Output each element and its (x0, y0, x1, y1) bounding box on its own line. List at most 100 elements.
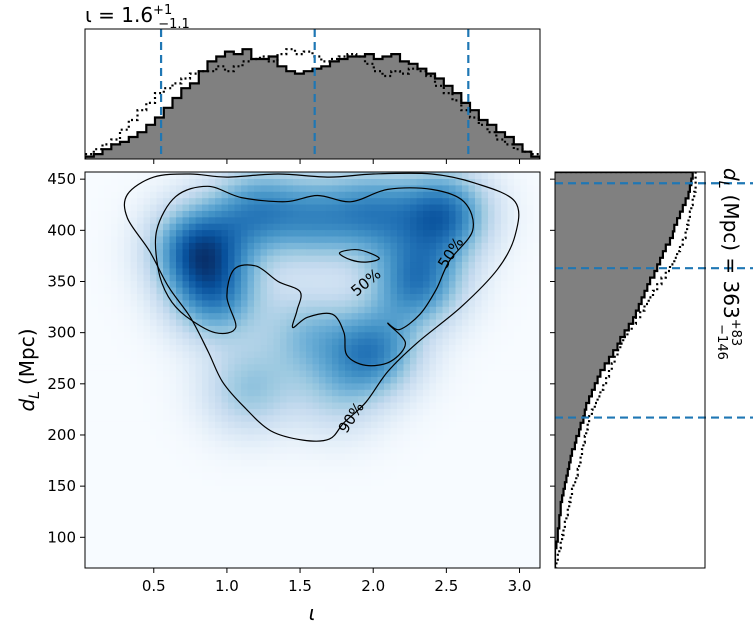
heatmap-cell (481, 312, 489, 320)
heatmap-cell (273, 440, 281, 448)
heatmap-cell (423, 427, 431, 435)
heatmap-cell (104, 344, 112, 352)
heatmap-cell (299, 548, 307, 556)
heatmap-cell (169, 344, 177, 352)
heatmap-cell (234, 184, 242, 192)
heatmap-cell (377, 555, 385, 563)
heatmap-cell (260, 542, 268, 550)
heatmap-cell (364, 267, 372, 275)
heatmap-cell (345, 478, 353, 486)
heatmap-cell (111, 286, 119, 294)
heatmap-cell (130, 338, 138, 346)
heatmap-cell (520, 210, 528, 218)
heatmap-cell (150, 172, 158, 179)
heatmap-cell (137, 350, 145, 358)
heatmap-cell (111, 261, 119, 269)
heatmap-cell (533, 293, 540, 301)
top-title-sub: −1.1 (158, 17, 190, 32)
heatmap-cell (247, 357, 255, 365)
contour-90-line (123, 172, 520, 442)
heatmap-cell (358, 242, 366, 250)
heatmap-cell (436, 472, 444, 480)
heatmap-cell (208, 472, 216, 480)
heatmap-cell (436, 223, 444, 231)
heatmap-cell (488, 338, 496, 346)
heatmap-cell (182, 548, 190, 556)
heatmap-cell (403, 555, 411, 563)
heatmap-cell (143, 350, 151, 358)
heatmap-cell (98, 389, 106, 397)
heatmap-cell (241, 395, 249, 403)
heatmap-cell (475, 536, 483, 544)
heatmap-cell (410, 331, 418, 339)
heatmap-cell (488, 248, 496, 256)
heatmap-cell (182, 331, 190, 339)
heatmap-cell (371, 197, 379, 205)
heatmap-cell (312, 325, 320, 333)
heatmap-cell (442, 440, 450, 448)
heatmap-cell (338, 178, 346, 186)
heatmap-cell (189, 286, 197, 294)
heatmap-cell (254, 548, 262, 556)
heatmap-cell (520, 344, 528, 352)
heatmap-cell (436, 306, 444, 314)
heatmap-cell (202, 421, 210, 429)
heatmap-cell (143, 459, 151, 467)
heatmap-cell (182, 267, 190, 275)
heatmap-cell (273, 516, 281, 524)
heatmap-cell (182, 248, 190, 256)
heatmap-cell (124, 561, 132, 568)
heatmap-cell (364, 338, 372, 346)
heatmap-cell (351, 370, 359, 377)
heatmap-cell (176, 453, 184, 461)
heatmap-cell (501, 306, 509, 314)
heatmap-cell (345, 561, 353, 568)
heatmap-cell (260, 350, 268, 358)
heatmap-cell (273, 331, 281, 339)
heatmap-cell (312, 191, 320, 199)
heatmap-cell (143, 299, 151, 307)
heatmap-cell (384, 203, 392, 211)
heatmap-cell (325, 261, 333, 269)
heatmap-cell (234, 216, 242, 224)
heatmap-cell (117, 484, 125, 492)
heatmap-cell (442, 210, 450, 218)
heatmap-cell (273, 267, 281, 275)
heatmap-cell (156, 523, 164, 531)
heatmap-cell (507, 248, 515, 256)
heatmap-cell (494, 350, 502, 358)
heatmap-cell (98, 529, 106, 537)
heatmap-cell (397, 242, 405, 250)
heatmap-cell (338, 440, 346, 448)
heatmap-cell (312, 357, 320, 365)
heatmap-cell (390, 280, 398, 288)
heatmap-cell (319, 274, 327, 282)
heatmap-cell (371, 376, 379, 384)
heatmap-cell (468, 561, 476, 568)
heatmap-cell (169, 472, 177, 480)
heatmap-cell (228, 248, 236, 256)
top-marginal-panel: ι = 1.6+1 −1.1 (84, 3, 541, 164)
heatmap-cell (189, 491, 197, 499)
heatmap-cell (98, 427, 106, 435)
heatmap-cell (520, 382, 528, 390)
heatmap-cell (104, 267, 112, 275)
heatmap-cell (91, 536, 99, 544)
heatmap-cell (527, 255, 535, 263)
heatmap-cell (507, 516, 515, 524)
heatmap-cell (130, 235, 138, 243)
heatmap-cell (163, 293, 171, 301)
heatmap-cell (507, 203, 515, 211)
heatmap-cell (475, 427, 483, 435)
heatmap-cell (533, 453, 540, 461)
heatmap-cell (182, 306, 190, 314)
heatmap-cell (423, 280, 431, 288)
heatmap-cell (143, 440, 151, 448)
heatmap-cell (91, 350, 99, 358)
heatmap-cell (228, 421, 236, 429)
heatmap-cell (358, 542, 366, 550)
heatmap-cell (494, 274, 502, 282)
heatmap-cell (449, 427, 457, 435)
heatmap-cell (280, 421, 288, 429)
heatmap-cell (280, 542, 288, 550)
